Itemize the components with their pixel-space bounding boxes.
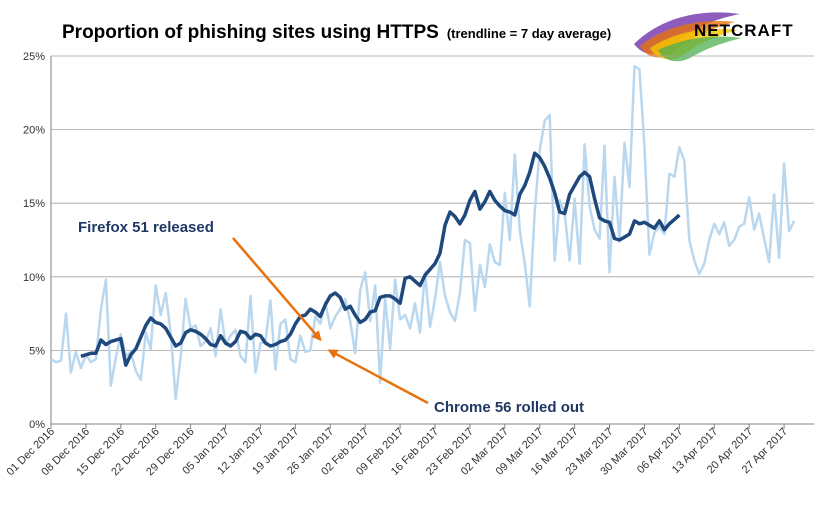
y-tick-label: 20% xyxy=(23,125,45,137)
annotations: Firefox 51 released Chrome 56 rolled out xyxy=(78,219,584,416)
y-tick-label: 25% xyxy=(23,51,45,63)
annotation-arrow-firefox xyxy=(232,237,322,342)
annotation-arrow-chrome xyxy=(327,349,429,405)
trend-series-line xyxy=(80,151,681,367)
annotation-firefox: Firefox 51 released xyxy=(78,219,214,236)
y-tick-label: 5% xyxy=(29,345,45,357)
y-axis-ticks: 0% 5% 10% 15% 20% 25% xyxy=(23,51,45,431)
chart-title: Proportion of phishing sites using HTTPS xyxy=(62,22,439,43)
y-tick-label: 0% xyxy=(29,419,45,431)
netcraft-logo: NETCRAFT xyxy=(634,12,794,62)
annotation-chrome: Chrome 56 rolled out xyxy=(434,399,584,416)
trend-series xyxy=(80,151,681,367)
daily-series xyxy=(50,65,796,401)
axes xyxy=(50,56,814,425)
gridlines xyxy=(51,55,814,351)
chart-subtitle: (trendline = 7 day average) xyxy=(447,26,611,41)
logo-text: NETCRAFT xyxy=(694,21,794,40)
y-tick-label: 10% xyxy=(23,272,45,284)
y-tick-label: 15% xyxy=(23,198,45,210)
daily-series-line xyxy=(50,65,796,401)
